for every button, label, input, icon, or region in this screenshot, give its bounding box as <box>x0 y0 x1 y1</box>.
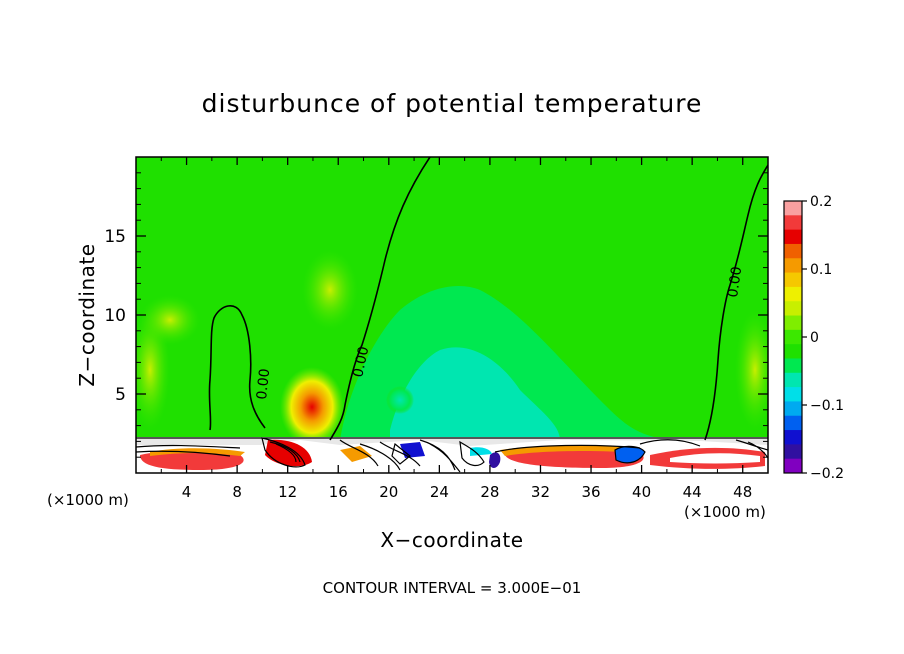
colorbar-swatch <box>784 243 802 259</box>
x-axis: 4 8 12 16 20 24 28 32 36 40 44 48 <box>160 157 752 501</box>
x-tick-label: 40 <box>632 483 651 501</box>
x-tick-label: 8 <box>232 483 242 501</box>
x-unit-label-right: (×1000 m) <box>684 503 766 521</box>
colorbar-swatch <box>784 329 802 345</box>
colorbar-tick-label: 0 <box>810 330 819 346</box>
warm-patch-upper <box>302 250 358 330</box>
ground-layer <box>136 437 768 473</box>
x-tick-label: 32 <box>531 483 550 501</box>
colorbar-swatch <box>784 315 802 331</box>
x-tick-label: 24 <box>430 483 449 501</box>
colorbar-swatch <box>784 229 802 245</box>
y-tick-label: 5 <box>115 385 126 405</box>
colorbar-swatch <box>784 430 802 445</box>
x-tick-label: 12 <box>278 483 297 501</box>
colorbar-swatch <box>784 401 802 417</box>
contour-label: 0.00 <box>254 368 273 401</box>
heatmap-field <box>136 157 768 473</box>
colorbar-swatch <box>784 272 802 288</box>
warm-patch-mid <box>140 295 200 345</box>
x-axis-label: X−coordinate <box>380 528 523 552</box>
x-tick-label: 4 <box>182 483 192 501</box>
chart-title: disturbunce of potential temperature <box>202 89 703 118</box>
colorbar-tick-label: 0.1 <box>810 262 832 278</box>
colorbar-swatch <box>784 201 802 216</box>
y-axis-label: Z−coordinate <box>75 243 99 386</box>
contour-interval-note: CONTOUR INTERVAL = 3.000E−01 <box>323 579 582 597</box>
colorbar-swatch <box>784 215 802 231</box>
colorbar-swatch <box>784 358 802 374</box>
y-axis: 5 10 15 <box>104 172 768 458</box>
colorbar-tick-label: −0.2 <box>810 466 844 482</box>
colorbar-swatch <box>784 301 802 317</box>
colorbar-swatch <box>784 286 802 302</box>
warm-patch-right <box>735 310 768 430</box>
x-tick-label: 20 <box>379 483 398 501</box>
x-tick-label: 48 <box>733 483 752 501</box>
x-tick-label: 28 <box>480 483 499 501</box>
colorbar-ticks: 0.2 0.1 0 −0.1 −0.2 <box>802 194 844 482</box>
contour-label: 0.00 <box>725 265 745 298</box>
cyan-blob <box>386 386 414 414</box>
contour-label: 0.00 <box>350 345 372 379</box>
colorbar-swatch <box>784 344 802 359</box>
colorbar-swatch <box>784 258 802 274</box>
zero-contours <box>208 157 768 441</box>
x-unit-label-left: (×1000 m) <box>47 491 129 509</box>
x-tick-label: 16 <box>329 483 348 501</box>
colorbar-tick-label: 0.2 <box>810 194 832 210</box>
x-tick-label: 36 <box>581 483 600 501</box>
y-tick-label: 15 <box>104 227 126 247</box>
x-tick-label: 44 <box>683 483 702 501</box>
colorbar <box>783 200 803 474</box>
colorbar-swatch <box>784 372 802 388</box>
hot-blob <box>280 367 344 447</box>
y-tick-label: 10 <box>104 306 126 326</box>
colorbar-swatch <box>784 387 802 402</box>
colorbar-tick-label: −0.1 <box>810 398 844 414</box>
cooler-core <box>390 347 560 440</box>
colorbar-swatch <box>784 444 802 460</box>
ground-contours <box>136 437 768 473</box>
colorbar-swatch <box>784 415 802 431</box>
colorbar-swatch <box>784 458 802 474</box>
